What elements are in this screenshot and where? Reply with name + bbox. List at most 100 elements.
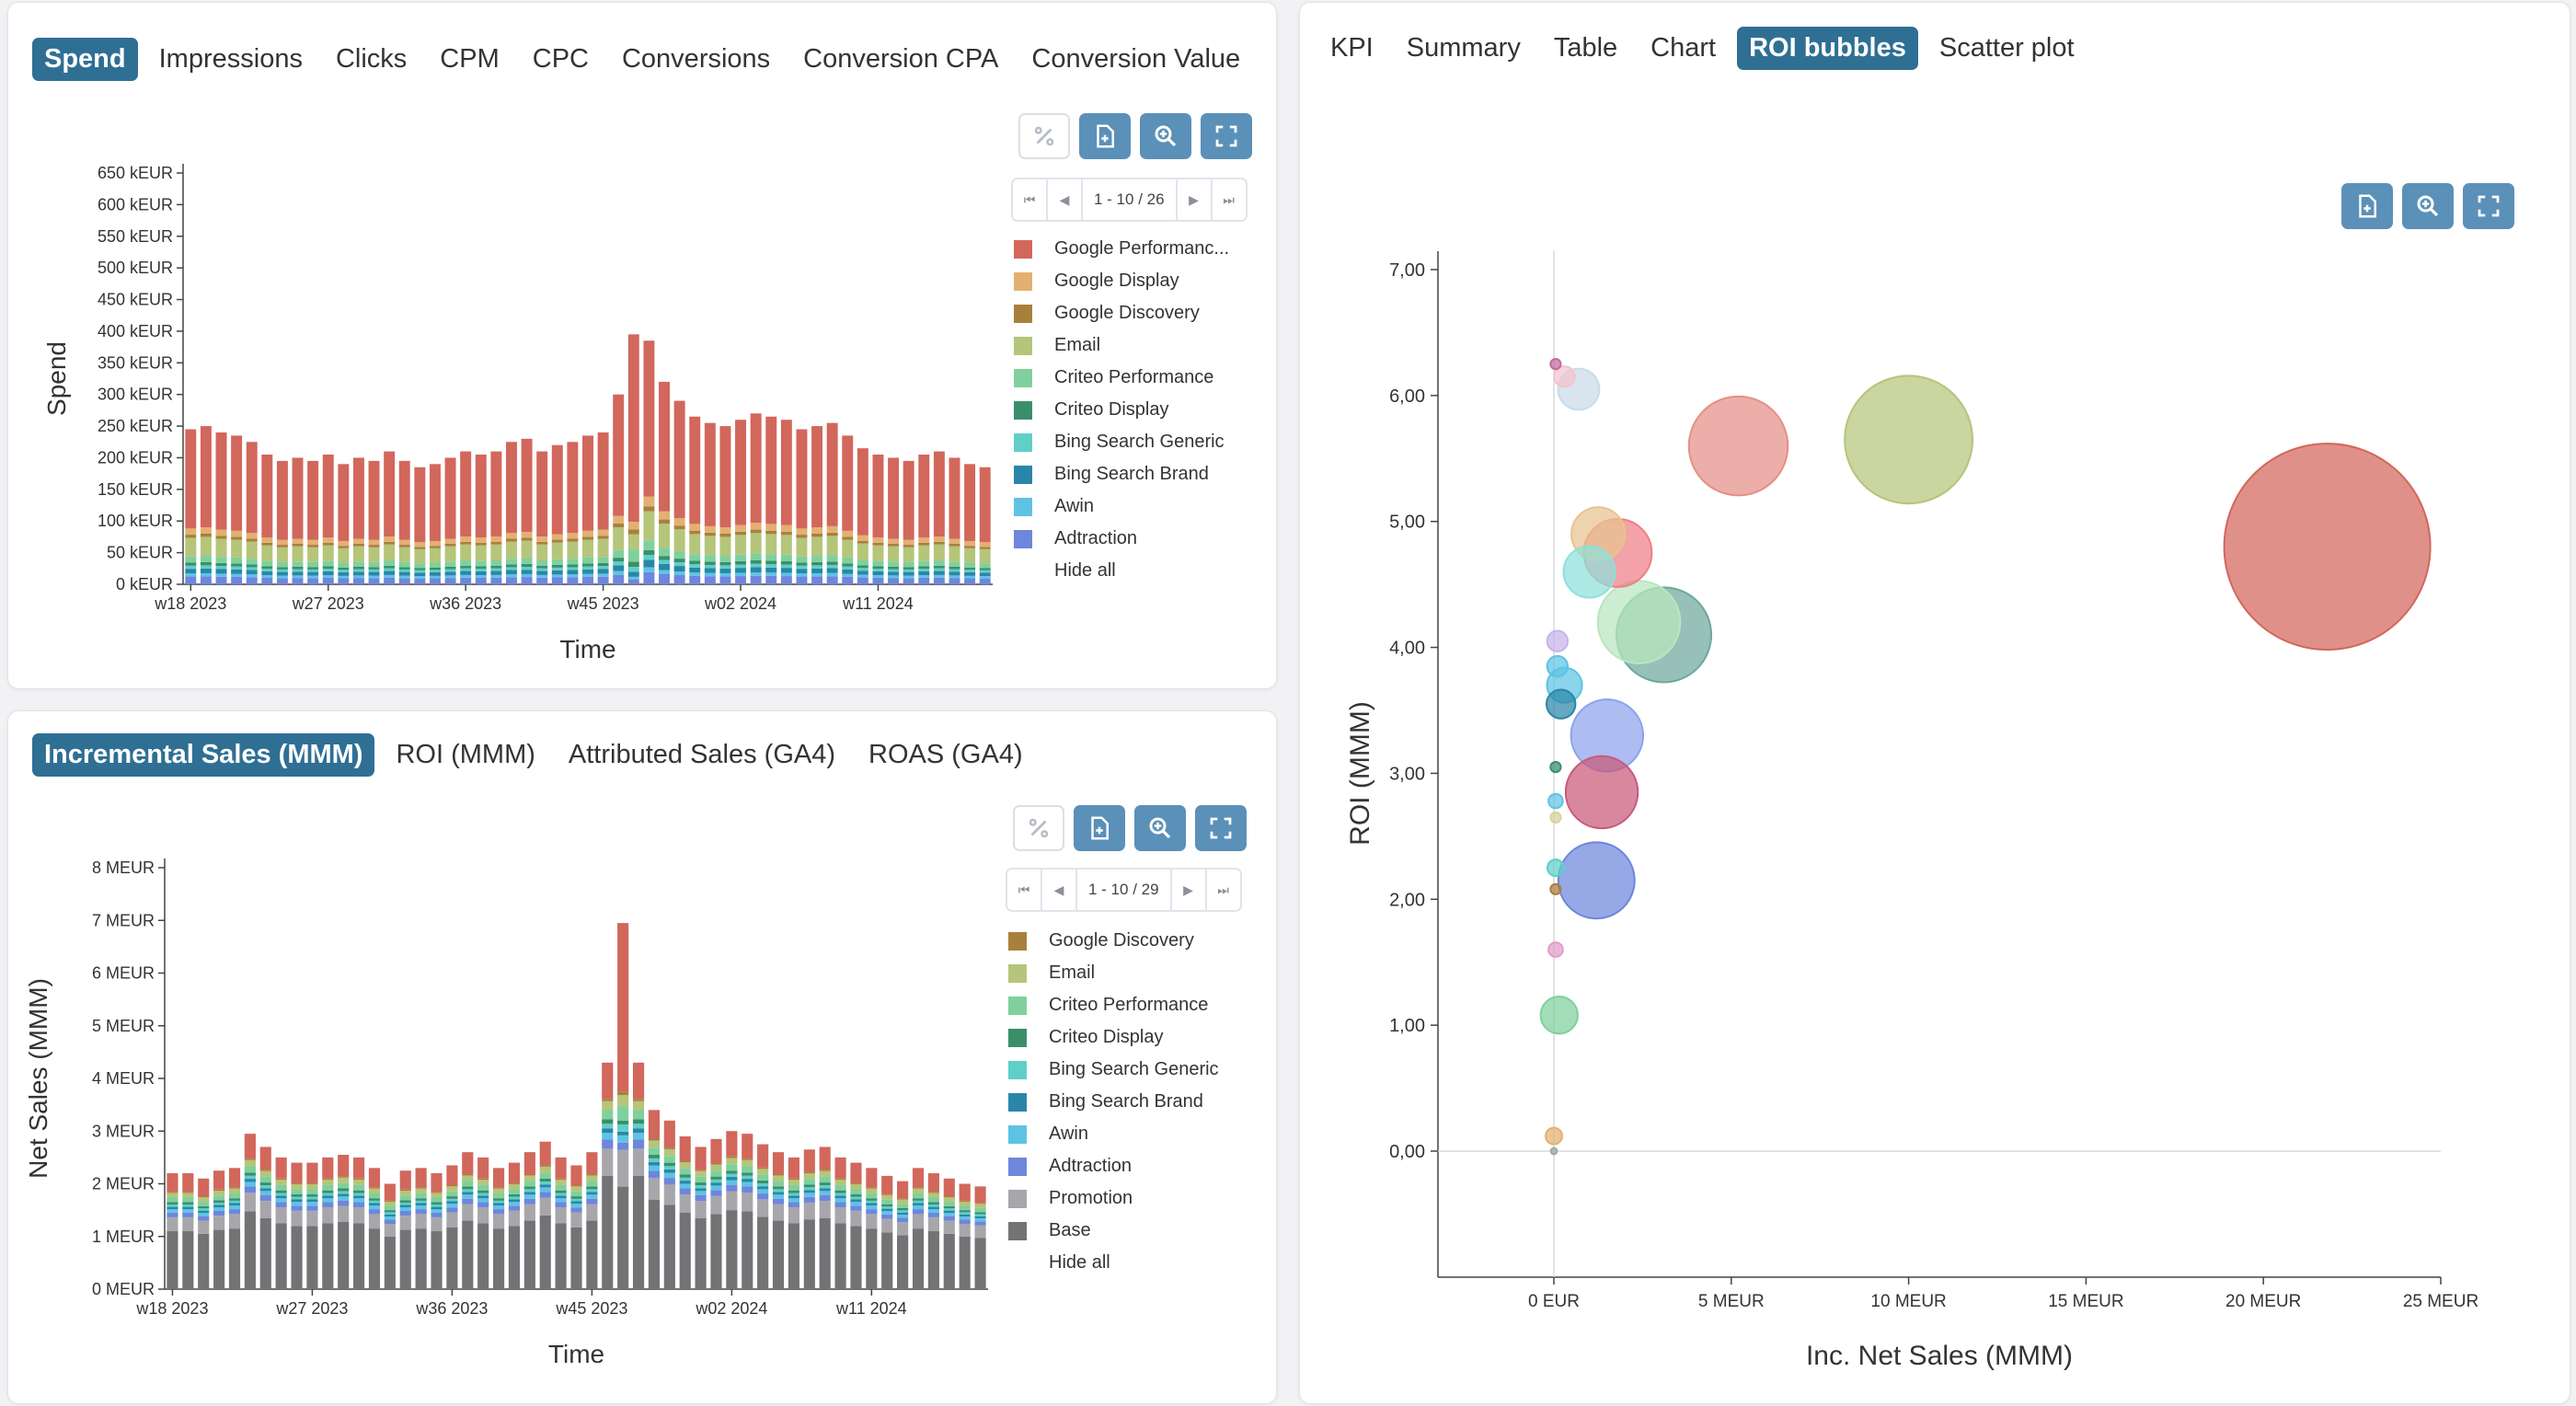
legend-item[interactable]: Google Discovery [1014,297,1229,329]
legend-item[interactable]: Bing Search Brand [1014,458,1229,490]
legend-item[interactable]: Google Discovery [1008,925,1219,957]
bar-segment [185,528,197,536]
bar-segment [539,1215,551,1289]
bar-segment [663,1184,675,1205]
legend-item[interactable]: Promotion [1008,1182,1219,1215]
x-tick-label: w36 2023 [415,1299,488,1318]
legend-item[interactable]: Google Display [1014,265,1229,297]
export-button[interactable] [1079,113,1131,159]
tab-impressions[interactable]: Impressions [158,44,303,74]
tab-conversion-value[interactable]: Conversion Value [1031,44,1241,74]
legend-item[interactable]: Bing Search Generic [1014,426,1229,458]
y-tick-label: 1 MEUR [92,1227,155,1246]
bar-segment [959,1205,971,1211]
bar-segment [275,1178,287,1181]
legend-item[interactable]: Criteo Display [1008,1021,1219,1054]
tab-scatter-plot[interactable]: Scatter plot [1938,33,2075,63]
bar-segment [903,578,914,584]
bar-segment [643,567,655,572]
pager-last-button[interactable]: ⏭ [1204,870,1240,910]
bar-segment [475,577,487,584]
bar-segment [338,1176,350,1178]
legend-item[interactable]: Awin [1008,1118,1219,1150]
tab-summary[interactable]: Summary [1406,33,1521,63]
tab-clicks[interactable]: Clicks [335,44,408,74]
tab-chart[interactable]: Chart [1650,33,1717,63]
tab-kpi[interactable]: KPI [1330,33,1374,63]
bar-segment [648,1140,661,1148]
percent-toggle-button[interactable] [1013,805,1064,851]
bar-segment [431,1173,443,1193]
fullscreen-button[interactable] [2463,183,2514,229]
legend-label: Promotion [1049,1188,1133,1208]
tab-roas[interactable]: ROAS (GA4) [868,740,1023,769]
zoom-button[interactable] [2402,183,2454,229]
bar-segment [291,1205,303,1211]
tab-cpm[interactable]: CPM [440,44,500,74]
bar-segment [275,1193,287,1196]
bar-segment [888,575,900,579]
legend-item[interactable]: Criteo Performance [1014,362,1229,394]
tab-table[interactable]: Table [1553,33,1618,63]
legend-item[interactable]: Adtraction [1008,1150,1219,1182]
export-button[interactable] [2341,183,2393,229]
tab-attributed-sales[interactable]: Attributed Sales (GA4) [568,740,836,769]
legend-item[interactable]: Adtraction [1014,523,1229,555]
bar-segment [842,566,854,570]
legend-item[interactable]: Base [1008,1215,1219,1247]
tab-conversions[interactable]: Conversions [621,44,771,74]
pager-first-button[interactable]: ⏮ [1013,179,1048,220]
pager-next-button[interactable]: ▶ [1183,882,1193,897]
bar-segment [772,1198,785,1204]
legend-item[interactable]: Criteo Display [1014,394,1229,426]
bar-segment [897,1222,909,1236]
sales-legend: Google Discovery Email Criteo Performanc… [1008,925,1219,1279]
bar-segment [567,570,579,575]
pager-prev-button[interactable]: ◀ [1048,179,1083,220]
pager-first-button[interactable]: ⏮ [1007,870,1042,910]
pager-next-button[interactable]: ▶ [1189,191,1199,207]
bar-segment [780,554,792,561]
bar-segment [167,1216,178,1232]
bar-segment [881,1204,893,1207]
bar-segment [185,576,197,584]
tab-conversion-cpa[interactable]: Conversion CPA [803,44,999,74]
bar-segment [918,569,930,571]
hide-all-button[interactable]: Hide all [1014,555,1229,587]
legend-item[interactable]: Criteo Performance [1008,989,1219,1021]
bar-segment [834,1207,846,1224]
tab-spend[interactable]: Spend [32,38,138,81]
legend-item[interactable]: Bing Search Generic [1008,1054,1219,1086]
bar-segment [826,525,838,533]
zoom-button[interactable] [1134,805,1186,851]
pager-prev-button[interactable]: ◀ [1042,870,1077,910]
percent-toggle-button[interactable] [1018,113,1070,159]
legend-swatch-empty [1014,562,1032,581]
bar-segment [979,542,991,547]
legend-item[interactable]: Google Performanc... [1014,233,1229,265]
bar-segment [850,1183,862,1190]
fullscreen-button[interactable] [1201,113,1252,159]
bar-segment [460,577,472,584]
hide-all-button[interactable]: Hide all [1008,1247,1219,1279]
export-button[interactable] [1074,805,1125,851]
fullscreen-icon [1215,125,1237,147]
bar-segment [539,1172,551,1179]
zoom-button[interactable] [1140,113,1191,159]
bar-segment [506,564,517,568]
bar-segment [182,1206,194,1210]
legend-item[interactable]: Bing Search Brand [1008,1086,1219,1118]
bar-segment [673,525,685,530]
bar-segment [338,1193,350,1197]
fullscreen-button[interactable] [1195,805,1247,851]
legend-label: Bing Search Generic [1054,432,1225,452]
legend-item[interactable]: Email [1008,957,1219,989]
pager-last-button[interactable]: ⏭ [1210,179,1246,220]
tab-roi-bubbles[interactable]: ROI bubbles [1737,27,1918,70]
tab-incremental-sales[interactable]: Incremental Sales (MMM) [32,733,375,777]
legend-item[interactable]: Email [1014,329,1229,362]
bar-segment [903,561,914,568]
tab-cpc[interactable]: CPC [532,44,589,74]
legend-item[interactable]: Awin [1014,490,1229,523]
tab-roi-mmm[interactable]: ROI (MMM) [396,740,535,769]
